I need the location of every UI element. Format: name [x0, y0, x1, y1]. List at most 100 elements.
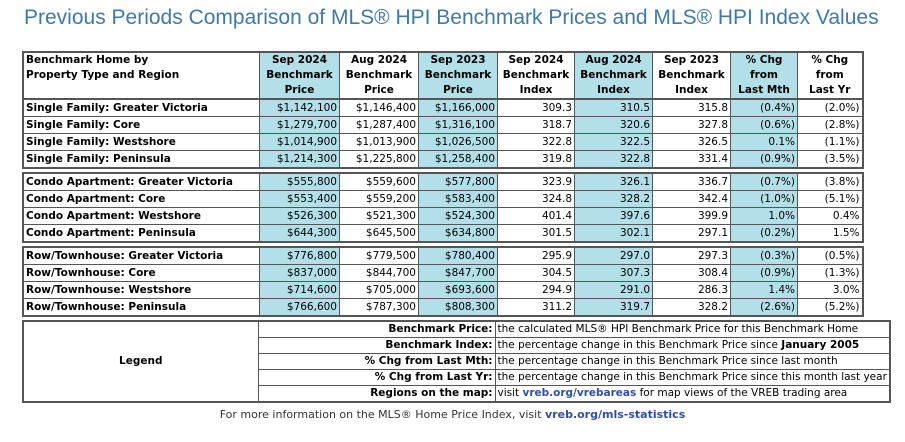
table-cell: (0.7%)	[730, 172, 798, 191]
row-label: Row/Townhouse: Greater Victoria	[22, 246, 260, 265]
legend-row: Regions on the map: visit vreb.org/vrebar…	[23, 385, 891, 403]
legend-table: Legend Benchmark Price: the calculated MLS…	[22, 320, 891, 403]
column-header-line: from	[750, 69, 778, 81]
table-cell: $521,300	[339, 207, 419, 225]
table-row: Single Family: Peninsula $1,214,300 $1,225…	[22, 150, 863, 169]
legend-term: % Chg from Last Yr:	[257, 369, 496, 386]
table-cell: $776,800	[259, 246, 340, 265]
row-label: Row/Townhouse: Westshore	[22, 281, 260, 299]
table-cell: (0.9%)	[730, 264, 798, 282]
table-cell: $1,146,400	[339, 98, 419, 117]
table-cell: $1,214,300	[259, 150, 340, 169]
table-cell: (5.2%)	[797, 298, 863, 317]
column-header-line: Benchmark	[424, 69, 492, 81]
footer: For more information on the MLS® Home Pr…	[0, 408, 905, 421]
column-header-line: Benchmark	[580, 69, 647, 81]
table-cell: 307.3	[574, 264, 653, 282]
row-label: Row/Townhouse: Peninsula	[22, 298, 260, 317]
table-cell: $847,700	[418, 264, 498, 282]
table-cell: (1.3%)	[797, 264, 863, 282]
table-cell: 310.5	[574, 98, 653, 117]
column-header-line: from	[815, 69, 844, 81]
table-cell: 322.8	[574, 150, 653, 169]
table-cell: 319.7	[574, 298, 653, 317]
table-cell: $1,026,500	[418, 133, 498, 151]
vrebareas-link[interactable]: vreb.org/vrebareas	[522, 387, 637, 399]
table-cell: 318.7	[497, 116, 575, 134]
table-row: Condo Apartment: Peninsula $644,300 $645,5…	[22, 224, 863, 243]
table-cell: 327.8	[652, 116, 731, 134]
table-cell: (3.5%)	[797, 150, 863, 169]
legend-title: Legend	[22, 320, 259, 403]
table-cell: (0.2%)	[730, 224, 798, 243]
legend-term: % Chg from Last Mth:	[257, 353, 496, 370]
table-cell: 397.6	[574, 207, 653, 225]
table-cell: 3.0%	[797, 281, 863, 299]
column-header-line: Benchmark	[502, 69, 570, 81]
table-cell: 297.0	[574, 246, 653, 265]
column-header-line: Price	[364, 84, 394, 96]
table-cell: $553,400	[259, 190, 340, 208]
table-cell: 297.1	[652, 224, 731, 243]
legend-def-text: the percentage change in this Benchmark …	[497, 355, 838, 367]
column-header-line: Benchmark	[266, 69, 333, 81]
table-cell: 295.9	[497, 246, 575, 265]
table-cell: $555,800	[259, 172, 340, 191]
table-cell: $693,600	[418, 281, 498, 299]
table-cell: 294.9	[497, 281, 575, 299]
table-cell: $559,200	[339, 190, 419, 208]
table-cell: 319.8	[497, 150, 575, 169]
table-cell: (2.0%)	[797, 98, 863, 117]
table-cell: (3.8%)	[797, 172, 863, 191]
table-cell: $779,500	[339, 246, 419, 265]
table-cell: 286.3	[652, 281, 731, 299]
legend-def-text: the calculated MLS® HPI Benchmark Price …	[497, 323, 859, 335]
column-header-line: Sep 2023	[663, 54, 720, 66]
row-label: Single Family: Peninsula	[22, 150, 260, 169]
footer-link[interactable]: vreb.org/mls-statistics	[545, 408, 686, 421]
page-title: Previous Periods Comparison of MLS® HPI …	[24, 6, 879, 29]
row-label: Single Family: Westshore	[22, 133, 260, 151]
table-row: Single Family: Westshore $1,014,900 $1,013…	[22, 133, 863, 151]
table-cell: 336.7	[652, 172, 731, 191]
table-cell: $780,400	[418, 246, 498, 265]
column-header-line: Last Yr	[809, 84, 851, 96]
table-cell: $1,013,900	[339, 133, 419, 151]
table-cell: $837,000	[259, 264, 340, 282]
column-header-line: Price	[284, 84, 315, 96]
column-header: Aug 2024 Benchmark Index	[574, 51, 653, 100]
column-header: Aug 2024 Benchmark Price	[339, 51, 419, 100]
column-header-line: Property Type and Region	[26, 69, 180, 81]
table-row: Row/Townhouse: Westshore $714,600 $705,000…	[22, 281, 863, 299]
legend-def-text: the percentage change in this Benchmark …	[497, 339, 782, 351]
table-cell: (0.4%)	[730, 98, 798, 117]
table-cell: $526,300	[259, 207, 340, 225]
row-label: Condo Apartment: Core	[22, 190, 260, 208]
table-row: Single Family: Core $1,279,700 $1,287,400 $…	[22, 116, 863, 134]
table-cell: 0.1%	[730, 133, 798, 151]
table-cell: 309.3	[497, 98, 575, 117]
table-cell: 315.8	[652, 98, 731, 117]
table-cell: $1,258,400	[418, 150, 498, 169]
table-row: Row/Townhouse: Greater Victoria $776,800 $…	[22, 246, 863, 265]
column-header-line: Benchmark	[345, 69, 413, 81]
row-label: Condo Apartment: Peninsula	[22, 224, 260, 243]
table-cell: 331.4	[652, 150, 731, 169]
column-header-line: Last Mth	[738, 84, 790, 96]
table-cell: $1,142,100	[259, 98, 340, 117]
row-label: Single Family: Greater Victoria	[22, 98, 260, 117]
row-label: Row/Townhouse: Core	[22, 264, 260, 282]
table-cell: 1.4%	[730, 281, 798, 299]
header-table: Benchmark Home by Property Type and Regio…	[22, 51, 864, 100]
table-cell: 342.4	[652, 190, 731, 208]
table-cell: $634,800	[418, 224, 498, 243]
column-header-line: Aug 2024	[585, 54, 642, 66]
table-cell: 399.9	[652, 207, 731, 225]
table-cell: 308.4	[652, 264, 731, 282]
table-cell: 291.0	[574, 281, 653, 299]
table-cell: 301.5	[497, 224, 575, 243]
table-cell: $583,400	[418, 190, 498, 208]
column-header: % Chg from Last Mth	[730, 51, 798, 100]
column-header-line: Aug 2024	[351, 54, 407, 66]
table-cell: $714,600	[259, 281, 340, 299]
